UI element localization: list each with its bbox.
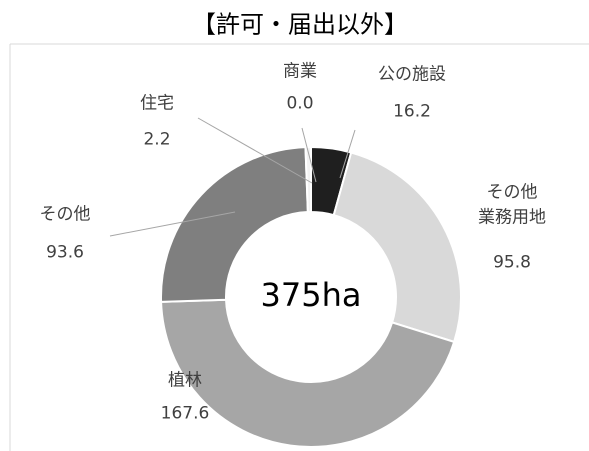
leader-line <box>109 211 236 237</box>
data-label: 16.2 <box>393 101 431 122</box>
category-label: 住宅 <box>140 93 174 114</box>
data-label: 93.6 <box>46 242 84 263</box>
leader-line <box>339 129 356 179</box>
leader-line <box>301 127 317 183</box>
category-label: 商業 <box>283 61 317 82</box>
data-label: 167.6 <box>160 403 210 424</box>
leader-line <box>197 117 313 184</box>
category-label: その他 <box>39 204 91 225</box>
donut-slice <box>160 298 456 448</box>
category-label: 植林 <box>168 370 202 391</box>
data-label: 2.2 <box>143 129 171 150</box>
chart-title: 【許可・届出以外】 <box>192 10 408 39</box>
data-label: 0.0 <box>286 93 314 114</box>
center-label: 375ha <box>261 276 362 314</box>
category-label: 公の施設 <box>378 64 446 85</box>
donut-slice <box>160 146 309 303</box>
donut-slice <box>332 151 462 344</box>
category-label: その他 業務用地 <box>478 182 546 227</box>
data-label: 95.8 <box>493 252 531 273</box>
